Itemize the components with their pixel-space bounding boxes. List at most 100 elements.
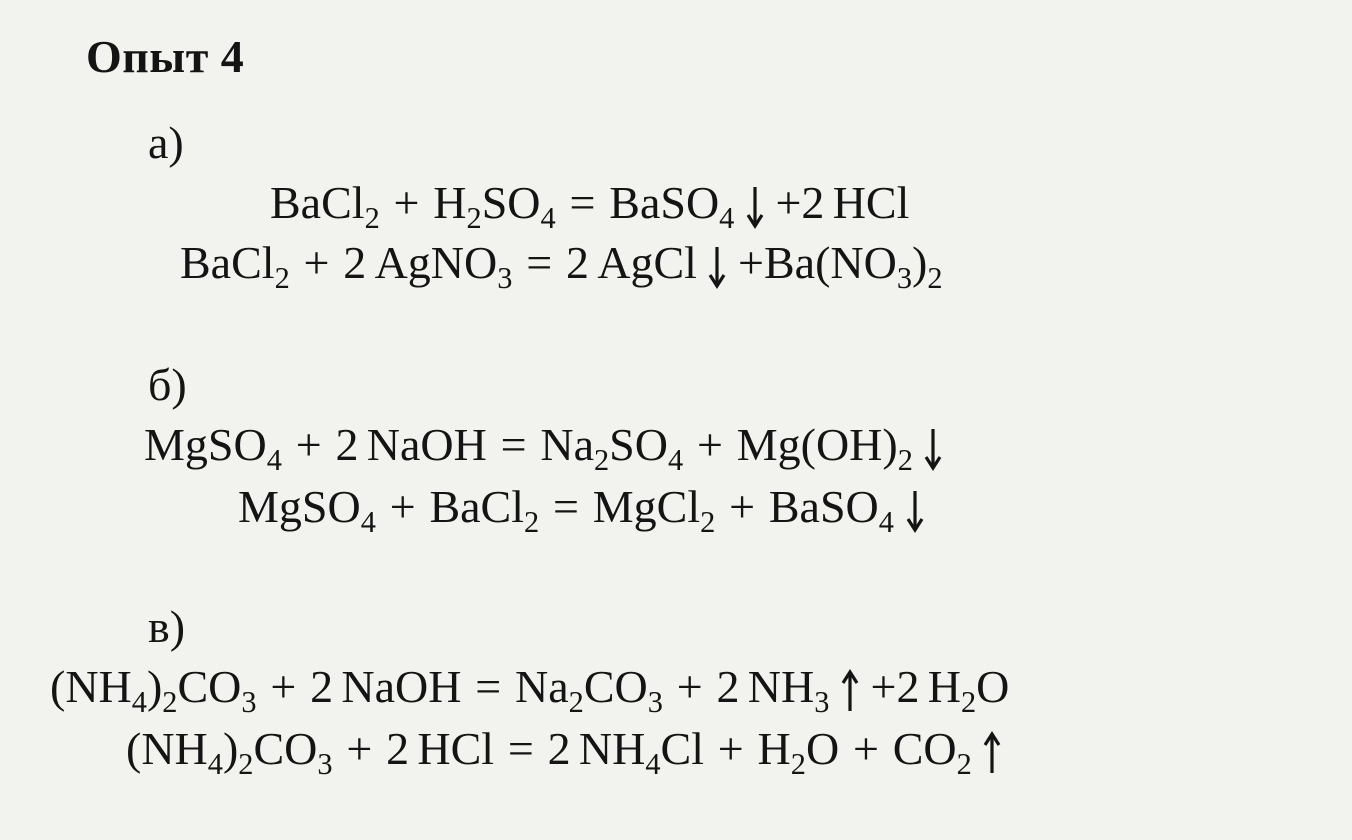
formula-text: +2 [871,661,920,712]
subscript: 2 [961,685,976,719]
formula-text: CO [253,723,317,774]
subscript: 4 [541,201,556,235]
equation-c-2: (NH4)2CO3+2HCl=2NH4Cl+H2O+CO2 [126,726,1005,775]
formula-text: NaOH [367,419,487,470]
formula-text: NH [748,661,814,712]
formula-text: = [475,661,501,712]
subscript: 3 [814,685,829,719]
formula-text: BaCl [429,481,524,532]
subscript: 2 [162,685,177,719]
subscript: 3 [897,261,912,295]
equation-a-2: BaCl2+2AgNO3=2AgCl+Ba(NO3)2 [180,240,943,289]
formula-text: + [304,237,330,288]
formula-text: SO [482,177,541,228]
formula-text: MgSO [144,419,267,470]
formula-text: O [976,661,1009,712]
formula-text: O [806,723,839,774]
formula-text: Na [515,661,569,712]
subscript: 4 [208,747,223,781]
formula-text: BaCl [180,237,275,288]
formula-text: H [928,661,961,712]
formula-text: H [433,177,466,228]
subscript: 2 [365,201,380,235]
formula-text: Mg(OH) [737,419,898,470]
subscript: 3 [648,685,663,719]
formula-text: CO [584,661,648,712]
formula-text: NH [579,723,645,774]
formula-text: ) [223,723,238,774]
subscript: 3 [497,261,512,295]
formula-text: MgSO [238,481,361,532]
formula-text: 2 [310,661,333,712]
formula-text: 2 [335,419,358,470]
formula-text: = [501,419,527,470]
formula-text: + [390,481,416,532]
subscript: 2 [927,261,942,295]
subscript: 2 [524,505,539,539]
subscript: 4 [668,443,683,477]
formula-text: = [570,177,596,228]
subscript: 3 [241,685,256,719]
equation-a-1: BaCl2+H2SO4=BaSO4+2HCl [270,180,909,229]
section-label-b: б) [148,358,187,411]
formula-text: + [718,723,744,774]
formula-text: + [270,661,296,712]
formula-text: 2 [343,237,366,288]
formula-text: 2 [548,723,571,774]
subscript: 3 [317,747,332,781]
formula-text: ) [147,661,162,712]
formula-text: = [553,481,579,532]
subscript: 4 [645,747,660,781]
formula-text: 2 [716,661,739,712]
formula-text: Cl [661,723,704,774]
gas-arrow-icon [840,669,860,713]
formula-text: Na [540,419,594,470]
formula-text: + [853,723,879,774]
formula-text: +2 [775,177,824,228]
formula-text: MgCl [593,481,700,532]
subscript: 2 [957,747,972,781]
precipitate-arrow-icon [745,185,765,229]
subscript: 4 [879,505,894,539]
gas-arrow-icon [982,731,1002,775]
equation-b-1: MgSO4+2NaOH=Na2SO4+Mg(OH)2 [144,422,946,471]
formula-text: CO [177,661,241,712]
subscript: 4 [132,685,147,719]
formula-text: HCl [417,723,494,774]
subscript: 2 [594,443,609,477]
formula-text: NaOH [341,661,461,712]
subscript: 2 [898,443,913,477]
formula-text: SO [609,419,668,470]
subscript: 2 [791,747,806,781]
formula-text: (NH [126,723,208,774]
subscript: 2 [238,747,253,781]
formula-text: +Ba(NO [738,237,897,288]
formula-text: + [346,723,372,774]
formula-text: HCl [833,177,910,228]
formula-text: (NH [50,661,132,712]
formula-text: AgNO [375,237,498,288]
formula-text: H [758,723,791,774]
formula-text: = [508,723,534,774]
subscript: 2 [275,261,290,295]
section-label-c: в) [148,600,185,653]
formula-text: ) [912,237,927,288]
formula-text: + [394,177,420,228]
formula-text: 2 [566,237,589,288]
precipitate-arrow-icon [905,489,925,533]
formula-text: = [526,237,552,288]
subscript: 4 [361,505,376,539]
experiment-heading: Опыт 4 [86,30,244,83]
formula-text: BaCl [270,177,365,228]
subscript: 2 [700,505,715,539]
equation-b-2: MgSO4+BaCl2=MgCl2+BaSO4 [238,484,927,533]
subscript: 2 [569,685,584,719]
page-root: Опыт 4 а) BaCl2+H2SO4=BaSO4+2HCl BaCl2+2… [0,0,1352,840]
precipitate-arrow-icon [923,427,943,471]
formula-text: 2 [386,723,409,774]
subscript: 4 [719,201,734,235]
precipitate-arrow-icon [707,245,727,289]
formula-text: + [729,481,755,532]
formula-text: BaSO [769,481,879,532]
formula-text: AgCl [597,237,697,288]
